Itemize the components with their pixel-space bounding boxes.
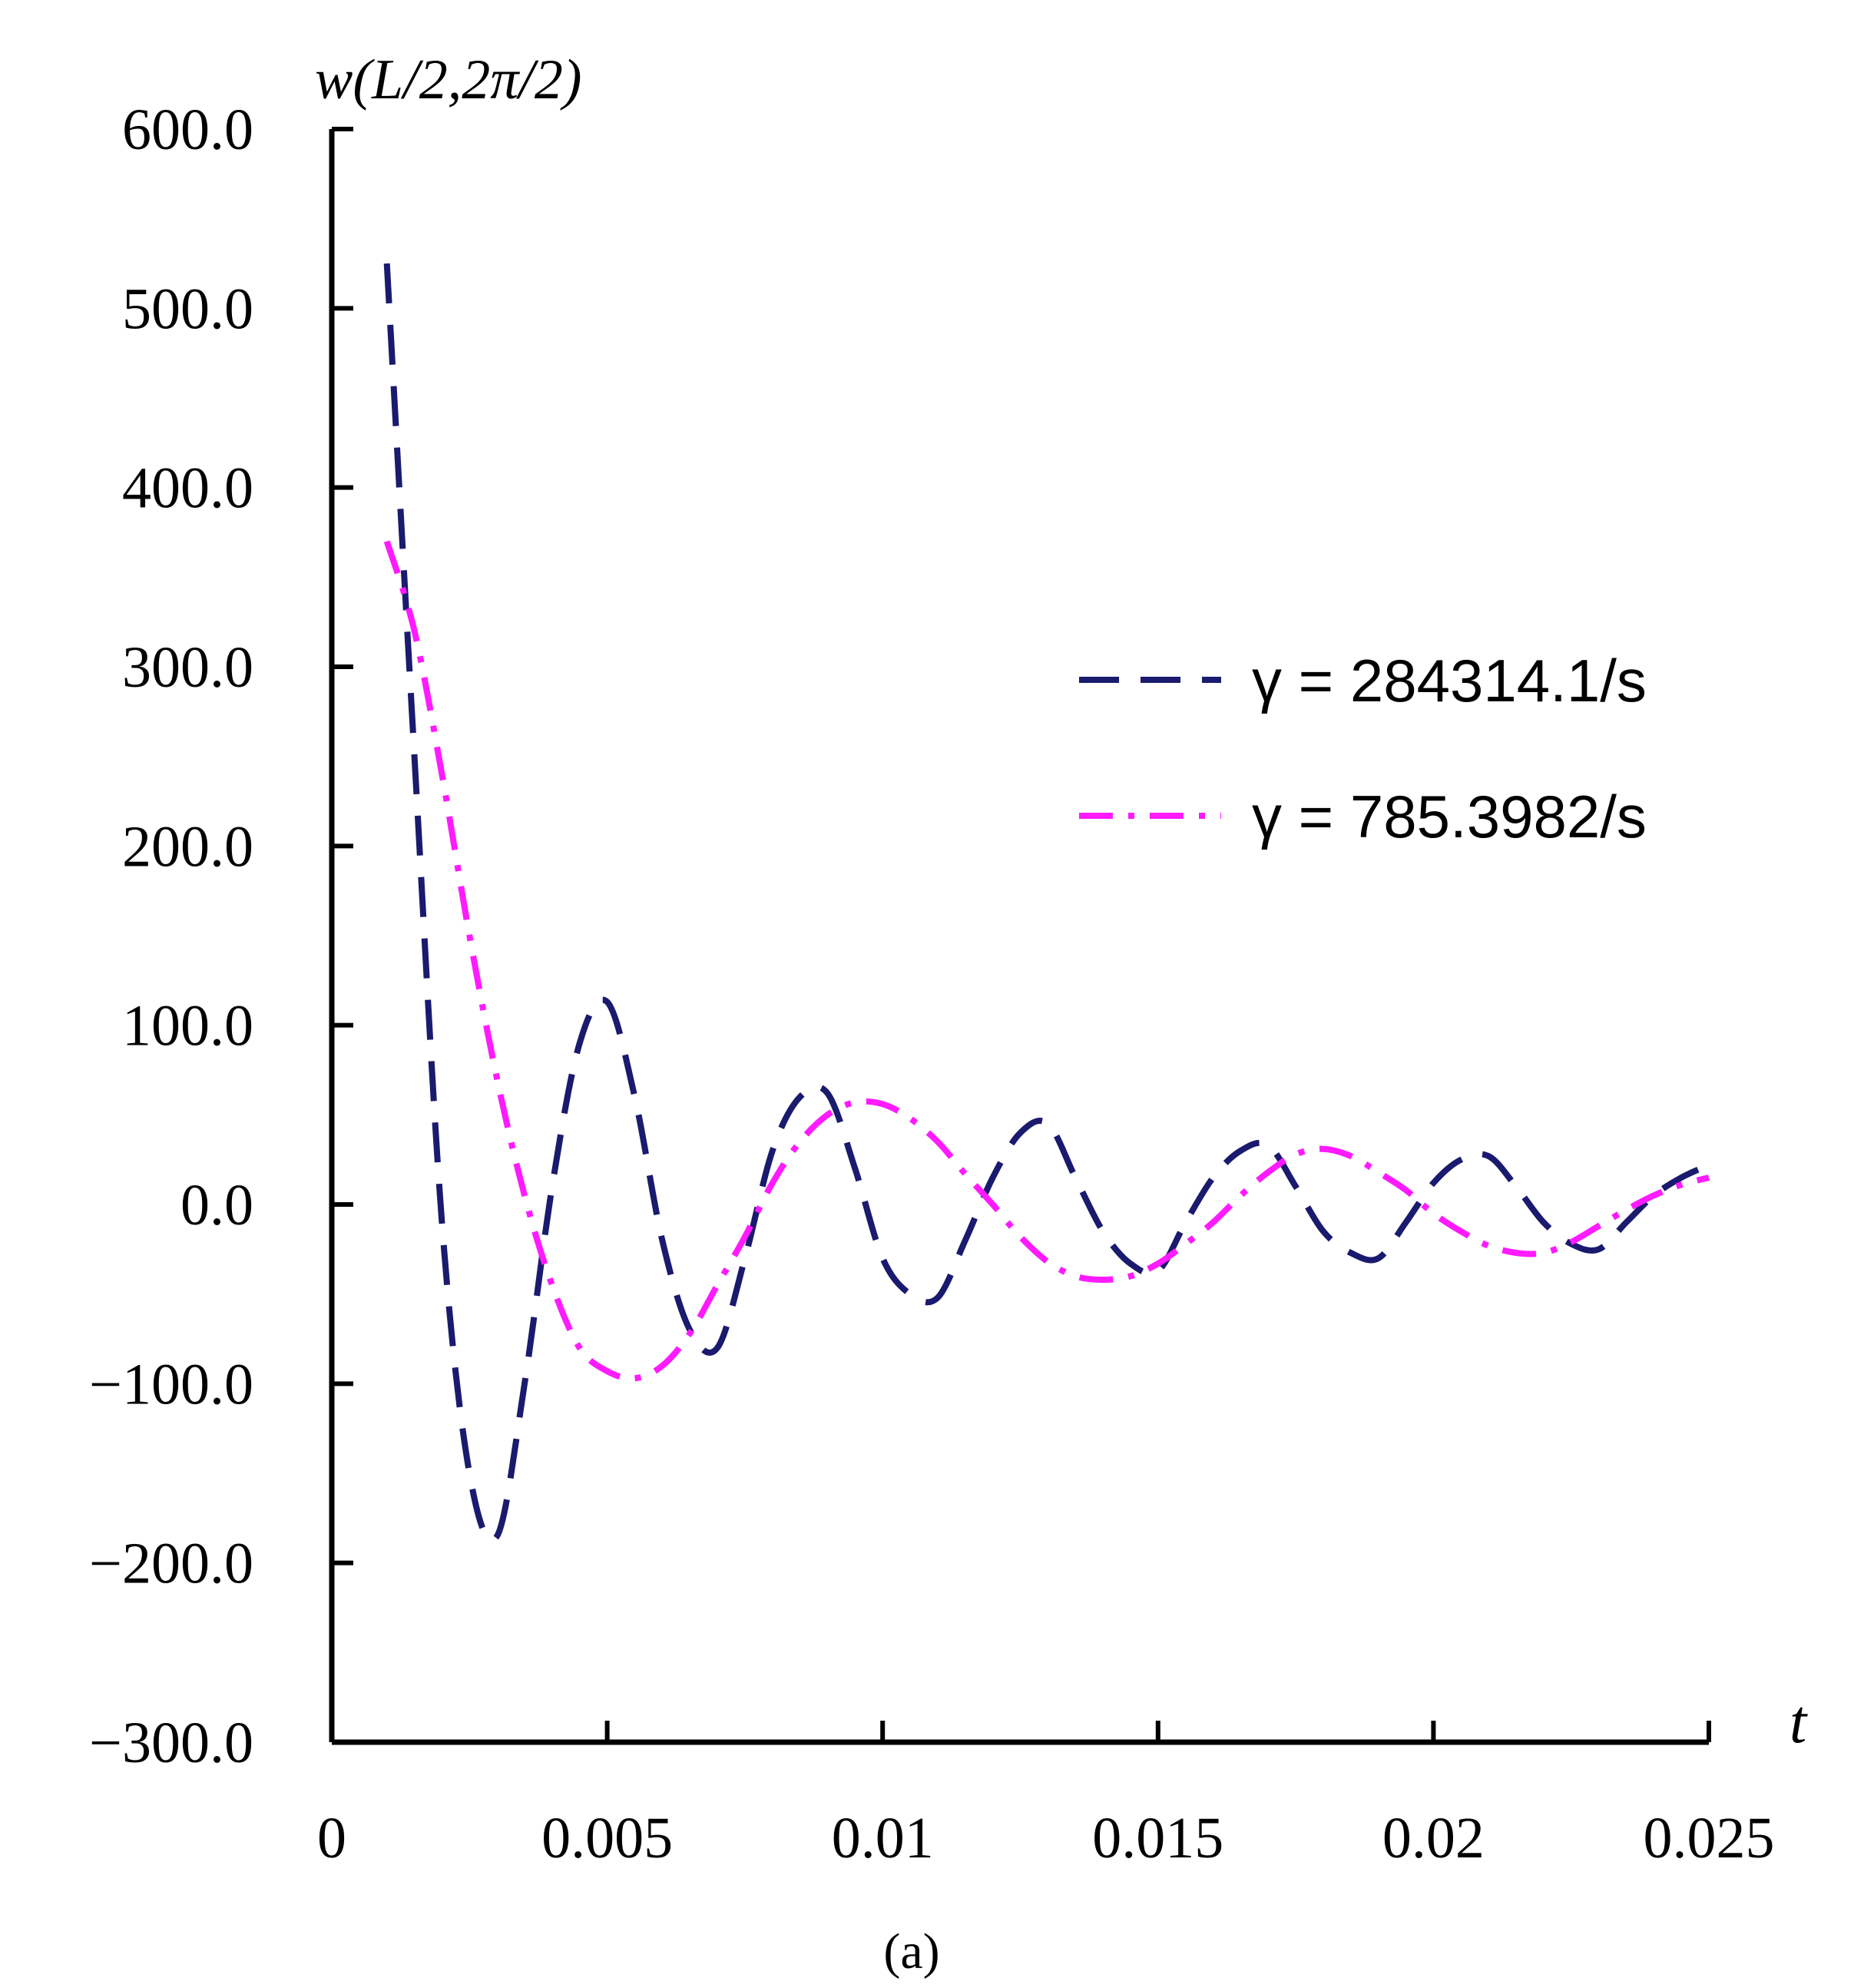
series-line-1	[383, 263, 1710, 1544]
y-tick-label: −300.0	[89, 1711, 253, 1775]
legend: γ = 284314.1/s γ = 785.3982/s	[1079, 647, 1647, 850]
x-tick-label: 0	[317, 1806, 346, 1870]
y-tick-label: −200.0	[89, 1532, 253, 1596]
x-tick-label: 0.01	[832, 1806, 934, 1870]
figure-caption: (a)	[883, 1923, 939, 1980]
y-axis-label: w(L/2,2π/2)	[315, 48, 582, 111]
legend-label-1: γ = 284314.1/s	[1252, 647, 1647, 714]
x-tick-label: 0.005	[541, 1806, 673, 1870]
legend-label-2: γ = 785.3982/s	[1252, 783, 1647, 850]
series-line-2	[383, 540, 1710, 1382]
y-tick-label: 400.0	[122, 456, 253, 521]
y-tick-label: 200.0	[122, 814, 253, 879]
axes: 600.0 500.0 400.0 300.0 200.0 100.0 0.0 −100.0 −…	[89, 98, 1774, 1870]
x-tick-label: 0.02	[1382, 1806, 1485, 1870]
y-tick-label: 600.0	[122, 98, 253, 162]
y-tick-label: 300.0	[122, 635, 253, 700]
y-tick-label: 100.0	[122, 994, 253, 1059]
x-tick-label: 0.025	[1644, 1806, 1775, 1870]
series-lines	[383, 263, 1710, 1544]
x-axis-label: t	[1790, 1688, 1808, 1756]
y-tick-label: 0.0	[180, 1173, 253, 1238]
x-tick-label: 0.015	[1092, 1806, 1223, 1870]
y-tick-label: −100.0	[89, 1352, 253, 1416]
y-tick-label: 500.0	[122, 277, 253, 341]
